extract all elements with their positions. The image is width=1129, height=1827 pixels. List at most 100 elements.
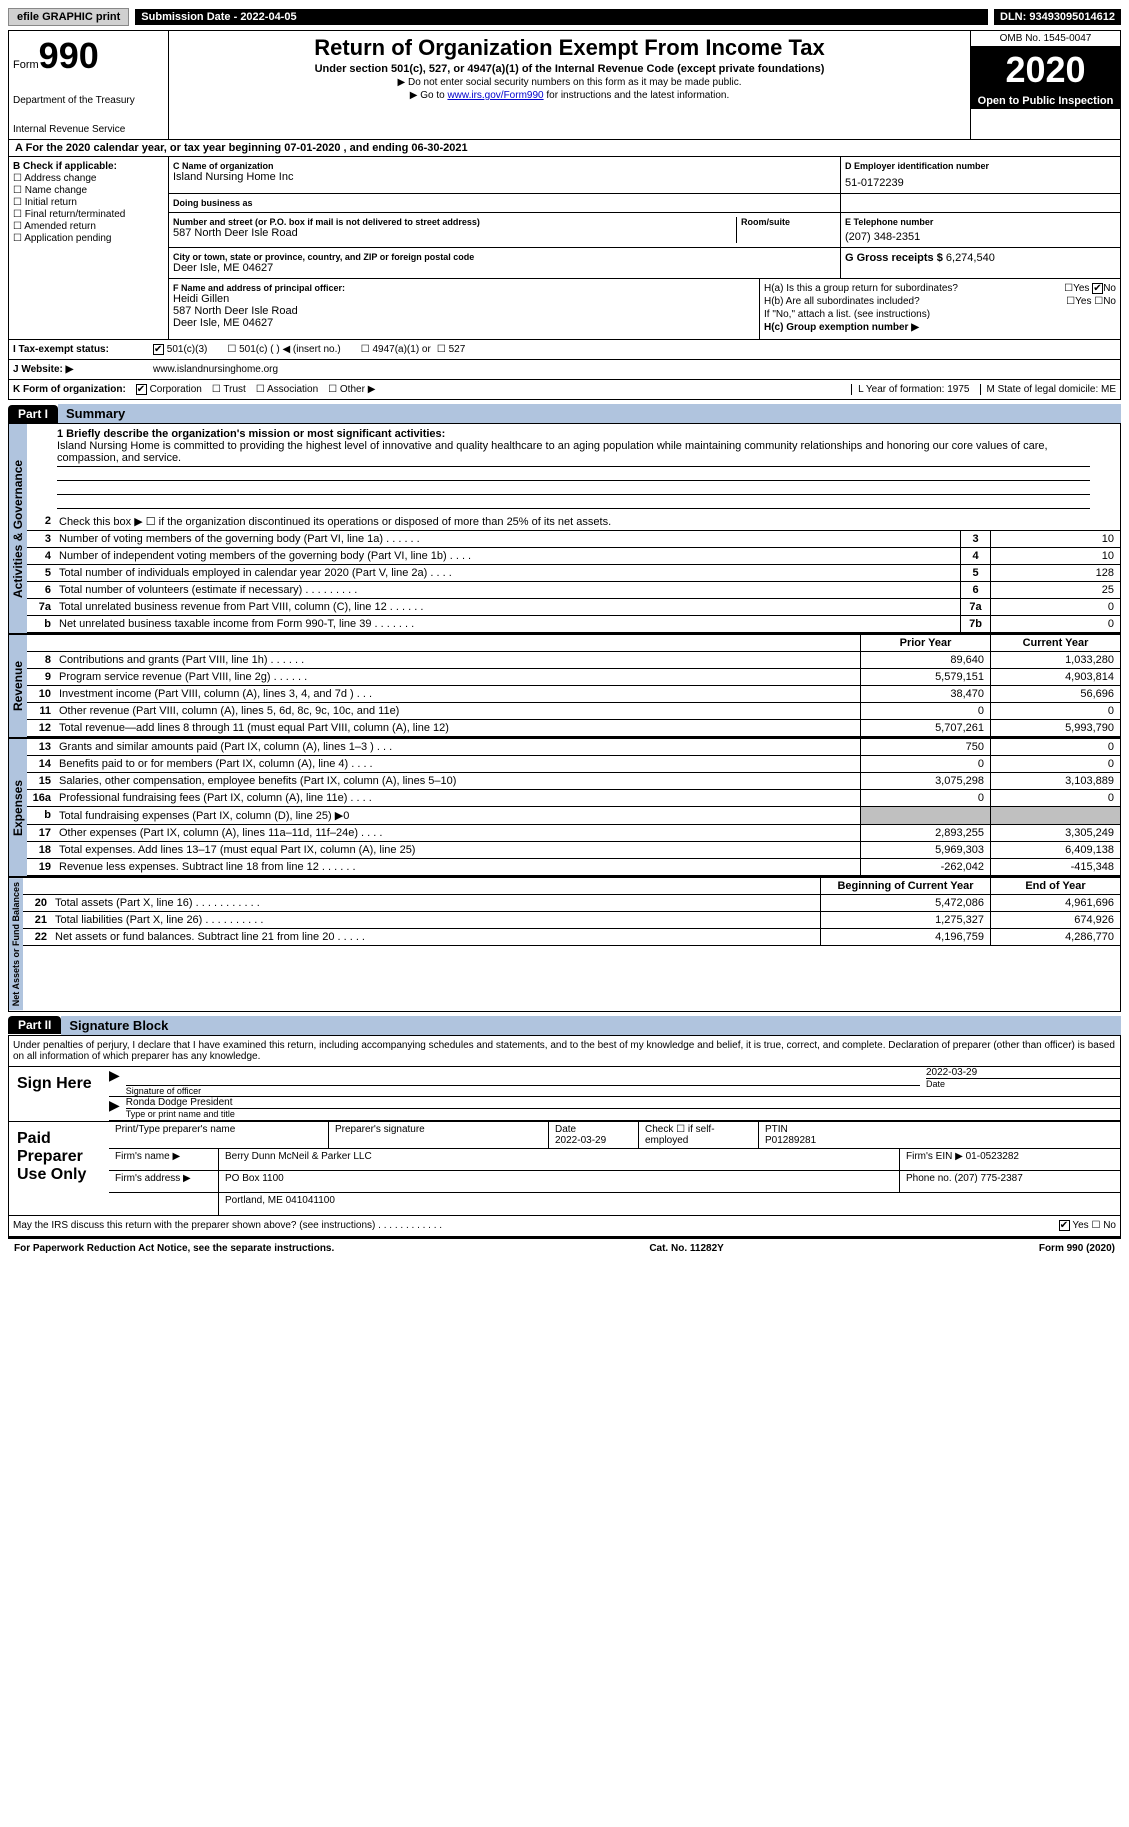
- firm-addr1: PO Box 1100: [225, 1173, 284, 1184]
- current-value: 3,103,889: [990, 773, 1120, 789]
- line-box: 4: [960, 548, 990, 564]
- check-self-employed: Check ☐ if self-employed: [639, 1122, 759, 1148]
- line-text: Other expenses (Part IX, column (A), lin…: [55, 825, 860, 841]
- j-website-label: J Website: ▶: [13, 364, 153, 375]
- prep-name-label: Print/Type preparer's name: [109, 1122, 329, 1148]
- line-text: Grants and similar amounts paid (Part IX…: [55, 739, 860, 755]
- c-name-label: C Name of organization: [173, 161, 836, 171]
- prior-year-hdr: Prior Year: [860, 635, 990, 651]
- street-label: Number and street (or P.O. box if mail i…: [173, 217, 736, 227]
- irs-link[interactable]: www.irs.gov/Form990: [447, 90, 543, 101]
- firm-addr-label: Firm's address ▶: [109, 1171, 219, 1192]
- prior-value: 0: [860, 703, 990, 719]
- blank-line: [57, 467, 1090, 481]
- line-text: Revenue less expenses. Subtract line 18 …: [55, 859, 860, 875]
- ptin-label: PTIN: [765, 1124, 788, 1135]
- current-value: 0: [990, 739, 1120, 755]
- may-irs-answer: Yes ☐ No: [1059, 1220, 1116, 1232]
- open-to-public: Open to Public Inspection: [971, 93, 1120, 109]
- line-value: 128: [990, 565, 1120, 581]
- line-text: Professional fundraising fees (Part IX, …: [55, 790, 860, 806]
- line-no: 2: [27, 513, 55, 530]
- prior-value: [860, 807, 990, 824]
- line-text: Total number of volunteers (estimate if …: [55, 582, 960, 598]
- k-trust: ☐ Trust: [212, 384, 246, 395]
- prior-value: 0: [860, 756, 990, 772]
- current-year-hdr: Current Year: [990, 635, 1120, 651]
- line-text: Total revenue—add lines 8 through 11 (mu…: [55, 720, 860, 736]
- line-no: b: [27, 616, 55, 632]
- sign-here-label: Sign Here: [9, 1067, 109, 1121]
- line-no: 16a: [27, 790, 55, 806]
- city-value: Deer Isle, ME 04627: [173, 262, 836, 274]
- hc-label: H(c) Group exemption number ▶: [764, 322, 919, 333]
- line-no: 9: [27, 669, 55, 685]
- f-officer-label: F Name and address of principal officer:: [173, 283, 755, 293]
- expenses-sidebar: Expenses: [9, 739, 27, 876]
- k-form-org-label: K Form of organization:: [13, 384, 126, 395]
- prior-value: 4,196,759: [820, 929, 990, 945]
- hb-note: If "No," attach a list. (see instruction…: [764, 309, 930, 320]
- line-text: Total fundraising expenses (Part IX, col…: [55, 807, 860, 824]
- line-text: Program service revenue (Part VIII, line…: [55, 669, 860, 685]
- sig-date-label: Date: [926, 1078, 1120, 1089]
- chk-final-return: ☐ Final return/terminated: [13, 209, 164, 220]
- current-value: [990, 807, 1120, 824]
- q1-label: 1 Briefly describe the organization's mi…: [57, 428, 1090, 440]
- line-no: 21: [23, 912, 51, 928]
- line-text: Total number of individuals employed in …: [55, 565, 960, 581]
- ha-answer: ☐Yes No: [1064, 283, 1116, 294]
- end-year-hdr: End of Year: [990, 878, 1120, 894]
- form-subtitle: Under section 501(c), 527, or 4947(a)(1)…: [173, 63, 966, 75]
- line-text: Total expenses. Add lines 13–17 (must eq…: [55, 842, 860, 858]
- line-no: 11: [27, 703, 55, 719]
- begin-year-hdr: Beginning of Current Year: [820, 878, 990, 894]
- dln: DLN: 93493095014612: [994, 9, 1121, 25]
- dba-label: Doing business as: [173, 198, 836, 208]
- ein-value: 51-0172239: [845, 177, 1116, 189]
- current-value: 6,409,138: [990, 842, 1120, 858]
- line-no: 4: [27, 548, 55, 564]
- line-no: 17: [27, 825, 55, 841]
- line-text: Other revenue (Part VIII, column (A), li…: [55, 703, 860, 719]
- line-value: 25: [990, 582, 1120, 598]
- efile-print-button[interactable]: efile GRAPHIC print: [8, 8, 129, 26]
- line-box: 3: [960, 531, 990, 547]
- perjury-statement: Under penalties of perjury, I declare th…: [9, 1036, 1120, 1066]
- pra-notice: For Paperwork Reduction Act Notice, see …: [14, 1243, 334, 1254]
- current-value: 0: [990, 703, 1120, 719]
- form-ref: Form 990 (2020): [1039, 1243, 1115, 1254]
- prep-date-value: 2022-03-29: [555, 1135, 606, 1146]
- i-501c3: 501(c)(3): [153, 344, 207, 355]
- form-label: Form: [13, 59, 39, 71]
- prep-sig-label: Preparer's signature: [329, 1122, 549, 1148]
- prior-value: -262,042: [860, 859, 990, 875]
- line-box: 5: [960, 565, 990, 581]
- k-assoc: ☐ Association: [256, 384, 318, 395]
- line-no: 18: [27, 842, 55, 858]
- officer-name: Heidi Gillen: [173, 293, 755, 305]
- line-no: 5: [27, 565, 55, 581]
- line-text: Total unrelated business revenue from Pa…: [55, 599, 960, 615]
- netassets-sidebar: Net Assets or Fund Balances: [9, 878, 23, 1010]
- line-no: 8: [27, 652, 55, 668]
- phone-value: (207) 348-2351: [845, 231, 1116, 243]
- line-box: 7b: [960, 616, 990, 632]
- g-gross-receipts: G Gross receipts $ 6,274,540: [845, 252, 1116, 264]
- prior-value: 89,640: [860, 652, 990, 668]
- line-no: 6: [27, 582, 55, 598]
- part1-title: Summary: [58, 404, 1121, 423]
- line-value: 10: [990, 548, 1120, 564]
- blank-line: [57, 495, 1090, 509]
- firm-phone-value: (207) 775-2387: [954, 1173, 1022, 1184]
- dept-irs: Internal Revenue Service: [13, 124, 164, 135]
- arrow-icon: ▶: [109, 1067, 120, 1084]
- prior-value: 750: [860, 739, 990, 755]
- sig-date-value: 2022-03-29: [926, 1067, 1120, 1078]
- l-year: L Year of formation: 1975: [851, 384, 969, 395]
- current-value: 3,305,249: [990, 825, 1120, 841]
- line-text: Investment income (Part VIII, column (A)…: [55, 686, 860, 702]
- chk-initial-return: ☐ Initial return: [13, 197, 164, 208]
- room-label: Room/suite: [741, 217, 836, 227]
- line-no: 7a: [27, 599, 55, 615]
